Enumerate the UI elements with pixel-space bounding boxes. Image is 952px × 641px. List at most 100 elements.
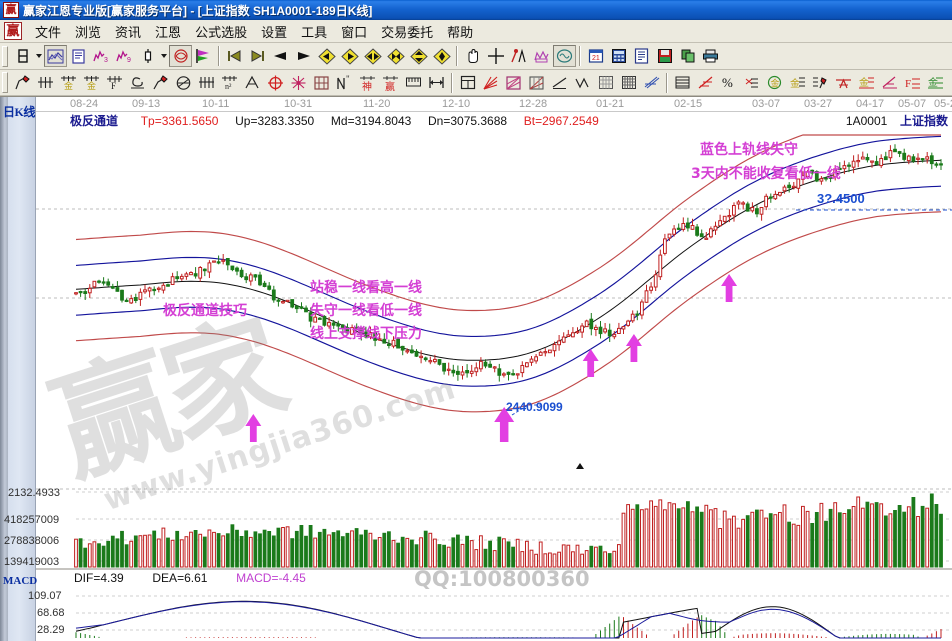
- percent-fib-icon[interactable]: [694, 72, 717, 94]
- square-n2-icon[interactable]: n²: [218, 72, 241, 94]
- gold-slope-icon[interactable]: 金: [924, 72, 947, 94]
- period-dropdown-icon[interactable]: [34, 45, 44, 67]
- svg-text:金: 金: [771, 78, 780, 89]
- calculator-icon[interactable]: [607, 45, 630, 67]
- hand-tool-icon[interactable]: [461, 45, 484, 67]
- volume-bar: [465, 535, 470, 568]
- zoom-horizontal-icon[interactable]: [361, 45, 384, 67]
- brain-icon[interactable]: [553, 45, 576, 67]
- target-icon[interactable]: [264, 72, 287, 94]
- copy-icon[interactable]: [676, 45, 699, 67]
- zoom-vertical-icon[interactable]: [407, 45, 430, 67]
- first-page-icon[interactable]: [223, 45, 246, 67]
- menu-item-window[interactable]: 窗口: [341, 24, 368, 40]
- fan-grid-icon[interactable]: [525, 72, 548, 94]
- angle-up-icon[interactable]: [878, 72, 901, 94]
- candle: [824, 177, 828, 182]
- candle: [860, 151, 865, 160]
- calendar-icon[interactable]: 21: [584, 45, 607, 67]
- volume-axis-label: 278838006: [4, 535, 60, 547]
- measure-icon[interactable]: [425, 72, 448, 94]
- volume-bar: [235, 529, 239, 568]
- ruler-icon[interactable]: [402, 72, 425, 94]
- pencil-red-icon[interactable]: [149, 72, 172, 94]
- zoom-in-icon[interactable]: [384, 45, 407, 67]
- angle-tool-icon[interactable]: [241, 72, 264, 94]
- prev-icon[interactable]: [269, 45, 292, 67]
- chart-area[interactable]: 日K线 MACD 08-24 09-13 10-11 10-31 11-20 1…: [0, 96, 952, 641]
- arrow-split-icon[interactable]: [832, 72, 855, 94]
- grid-dense-icon[interactable]: [594, 72, 617, 94]
- shen-icon[interactable]: 神: [356, 72, 379, 94]
- candle: [474, 362, 479, 377]
- star-tool-icon[interactable]: [287, 72, 310, 94]
- shift-right-icon[interactable]: [338, 45, 361, 67]
- toolbar-grip[interactable]: [2, 45, 8, 67]
- circle-tool-icon[interactable]: [172, 72, 195, 94]
- gann-fan-f-icon[interactable]: F: [103, 72, 126, 94]
- save-icon[interactable]: [653, 45, 676, 67]
- menu-item-file[interactable]: 文件: [35, 24, 62, 40]
- fit-icon[interactable]: [430, 45, 453, 67]
- wave-tool-icon[interactable]: ": [333, 72, 356, 94]
- next-icon[interactable]: [292, 45, 315, 67]
- print-icon[interactable]: [699, 45, 722, 67]
- grid-tool-icon[interactable]: [195, 72, 218, 94]
- candle-dropdown-icon[interactable]: [159, 45, 169, 67]
- menu-item-gann[interactable]: 江恩: [155, 24, 182, 40]
- notes-icon[interactable]: [630, 45, 653, 67]
- candle: [340, 324, 345, 335]
- slope-icon[interactable]: [640, 72, 663, 94]
- gann-gold2-icon[interactable]: 金: [80, 72, 103, 94]
- cut-line-icon[interactable]: [740, 72, 763, 94]
- grid-dense2-icon[interactable]: [617, 72, 640, 94]
- fan-box-icon[interactable]: [502, 72, 525, 94]
- window-split-icon[interactable]: [456, 72, 479, 94]
- gold-line-icon[interactable]: 金: [786, 72, 809, 94]
- ink-pen-icon[interactable]: [809, 72, 832, 94]
- chart-plot[interactable]: 08-24 09-13 10-11 10-31 11-20 12-10 12-2…: [4, 97, 952, 641]
- volume-bar: [755, 509, 759, 568]
- candle-style-icon[interactable]: [136, 45, 159, 67]
- date-tick: 03-07: [752, 98, 781, 110]
- multi-chart-icon[interactable]: [44, 45, 67, 67]
- menu-item-formula[interactable]: 公式选股: [195, 24, 248, 40]
- volume-bar: [350, 530, 354, 568]
- draw-line-icon[interactable]: [507, 45, 530, 67]
- trend-line-icon[interactable]: [548, 72, 571, 94]
- report-icon[interactable]: [67, 45, 90, 67]
- menu-item-help[interactable]: 帮助: [447, 24, 474, 40]
- kline-canvas[interactable]: [36, 97, 952, 641]
- ying-icon[interactable]: 赢: [379, 72, 402, 94]
- menu-item-tools[interactable]: 工具: [301, 24, 328, 40]
- pen-tool-icon[interactable]: [11, 72, 34, 94]
- menu-item-browse[interactable]: 浏览: [75, 24, 102, 40]
- percent-icon[interactable]: %: [717, 72, 740, 94]
- gann-tool-icon[interactable]: [530, 45, 553, 67]
- gann-grid-icon[interactable]: [34, 72, 57, 94]
- f-line-icon[interactable]: F: [901, 72, 924, 94]
- shift-left-icon[interactable]: [315, 45, 338, 67]
- period-day-icon[interactable]: [11, 45, 34, 67]
- ladder-icon[interactable]: [671, 72, 694, 94]
- menu-logo-icon[interactable]: 赢: [4, 22, 22, 40]
- market-flag-icon[interactable]: [192, 45, 215, 67]
- gold-under-icon[interactable]: 金: [855, 72, 878, 94]
- box-tool-icon[interactable]: [310, 72, 333, 94]
- indicator9-icon[interactable]: 9: [113, 45, 136, 67]
- overlay-icon[interactable]: [169, 45, 192, 67]
- fan-red-icon[interactable]: [479, 72, 502, 94]
- spiral-icon[interactable]: [126, 72, 149, 94]
- menu-item-trade[interactable]: 交易委托: [381, 24, 434, 40]
- last-page-icon[interactable]: [246, 45, 269, 67]
- indicator3-icon[interactable]: 3: [90, 45, 113, 67]
- candle: [847, 162, 851, 173]
- zigzag-icon[interactable]: [571, 72, 594, 94]
- menu-item-news[interactable]: 资讯: [115, 24, 142, 40]
- toolbar-grip-2[interactable]: [2, 72, 8, 93]
- gann-gold-icon[interactable]: 金: [57, 72, 80, 94]
- crosshair-icon[interactable]: [484, 45, 507, 67]
- menu-item-settings[interactable]: 设置: [261, 24, 288, 40]
- gold-circle-icon[interactable]: 金: [763, 72, 786, 94]
- volume-bar: [92, 541, 97, 568]
